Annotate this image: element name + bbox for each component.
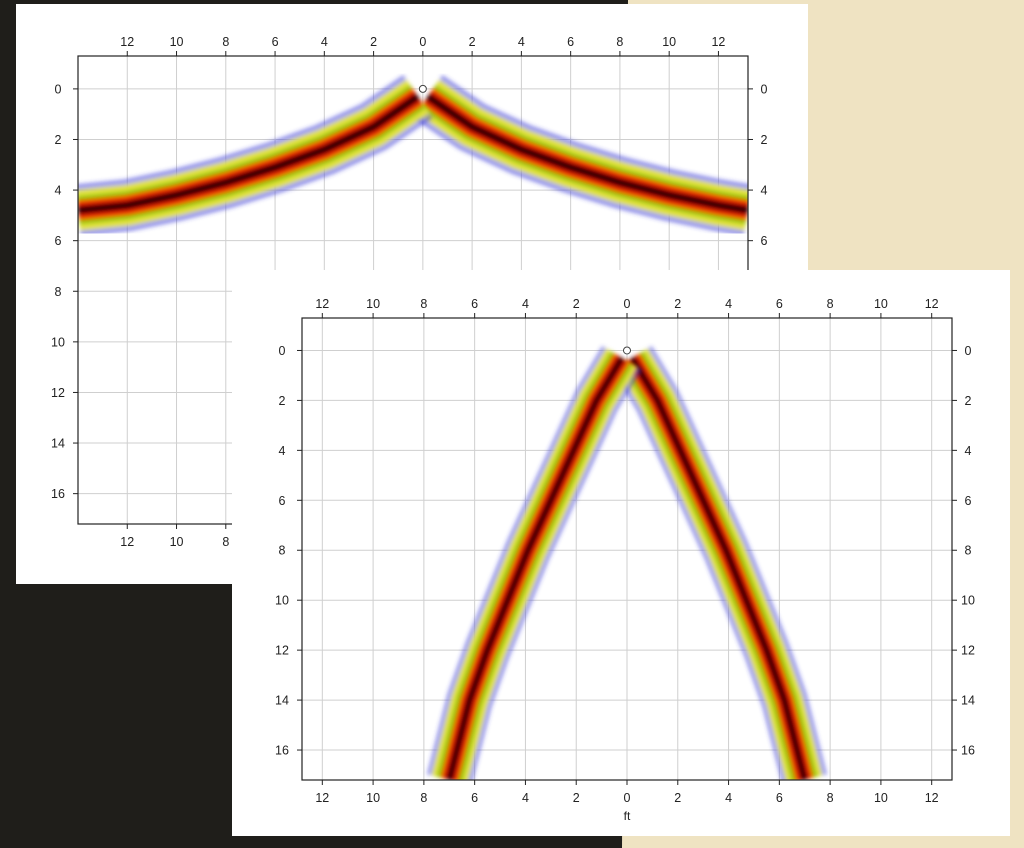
x-tick-label-top: 2 bbox=[674, 297, 681, 311]
y-tick-label-left: 16 bbox=[275, 744, 289, 758]
x-tick-label-top: 4 bbox=[725, 297, 732, 311]
heat-traces bbox=[427, 346, 827, 780]
x-tick-label-top: 6 bbox=[272, 35, 279, 49]
y-tick-label-left: 10 bbox=[51, 335, 65, 349]
x-tick-label-bottom: 12 bbox=[120, 535, 134, 549]
y-tick-label-right: 2 bbox=[761, 133, 768, 147]
y-tick-label-left: 6 bbox=[279, 494, 286, 508]
x-tick-label-top: 8 bbox=[222, 35, 229, 49]
x-tick-label-bottom: 8 bbox=[420, 791, 427, 805]
x-tick-label-top: 6 bbox=[471, 297, 478, 311]
x-tick-label-bottom: 8 bbox=[827, 791, 834, 805]
x-tick-label-top: 4 bbox=[522, 297, 529, 311]
y-tick-label-left: 16 bbox=[51, 487, 65, 501]
y-tick-label-right: 4 bbox=[965, 444, 972, 458]
x-tick-label-bottom: 10 bbox=[170, 535, 184, 549]
y-tick-label-left: 4 bbox=[55, 184, 62, 198]
x-tick-label-top: 12 bbox=[925, 297, 939, 311]
y-tick-label-right: 0 bbox=[761, 82, 768, 96]
heat-trace bbox=[413, 75, 748, 236]
x-tick-label-top: 4 bbox=[321, 35, 328, 49]
y-tick-label-right: 6 bbox=[761, 234, 768, 248]
y-tick-label-right: 16 bbox=[961, 744, 975, 758]
x-tick-label-bottom: 6 bbox=[776, 791, 783, 805]
heat-traces bbox=[78, 75, 748, 268]
heat-trace bbox=[78, 75, 433, 237]
y-tick-label-left: 8 bbox=[55, 285, 62, 299]
x-tick-label-top: 10 bbox=[874, 297, 888, 311]
x-axis: 12 12 10 10 8 8 6 6 4 4 2 2 0 0 2 2 4 4 6 6 8 8 10 10 12 12 bbox=[315, 297, 938, 805]
x-tick-label-bottom: 12 bbox=[925, 791, 939, 805]
y-tick-label-left: 12 bbox=[51, 386, 65, 400]
y-tick-label-right: 10 bbox=[961, 594, 975, 608]
x-tick-label-top: 0 bbox=[624, 297, 631, 311]
x-tick-label-bottom: 2 bbox=[674, 791, 681, 805]
x-tick-label-bottom: 6 bbox=[471, 791, 478, 805]
x-axis: 12 12 10 10 8 8 6 4 2 0 2 4 6 8 10 12 bbox=[120, 35, 725, 549]
heat-band bbox=[629, 356, 808, 780]
source-point bbox=[623, 346, 631, 355]
y-tick-label-left: 0 bbox=[279, 344, 286, 358]
x-tick-label-top: 8 bbox=[827, 297, 834, 311]
y-tick-label-left: 14 bbox=[51, 437, 65, 451]
x-tick-label-bottom: 2 bbox=[573, 791, 580, 805]
x-tick-label-top: 6 bbox=[776, 297, 783, 311]
x-tick-label-top: 10 bbox=[662, 35, 676, 49]
x-tick-label-top: 4 bbox=[518, 35, 525, 49]
y-tick-label-right: 2 bbox=[965, 394, 972, 408]
y-tick-label-left: 4 bbox=[279, 444, 286, 458]
heat-band bbox=[426, 94, 748, 214]
y-tick-label-left: 0 bbox=[55, 82, 62, 96]
x-tick-label-top: 8 bbox=[616, 35, 623, 49]
y-tick-label-left: 2 bbox=[279, 394, 286, 408]
x-tick-label-top: 6 bbox=[567, 35, 574, 49]
y-tick-label-right: 12 bbox=[961, 644, 975, 658]
x-tick-label-bottom: 10 bbox=[874, 791, 888, 805]
x-tick-label-top: 12 bbox=[120, 35, 134, 49]
y-tick-label-left: 14 bbox=[275, 694, 289, 708]
y-tick-label-left: 10 bbox=[275, 594, 289, 608]
x-tick-label-top: 0 bbox=[419, 35, 426, 49]
y-tick-label-left: 2 bbox=[55, 133, 62, 147]
x-tick-label-top: 2 bbox=[370, 35, 377, 49]
x-axis-unit-label: ft bbox=[624, 809, 631, 823]
depth-chart-front: 12 12 10 10 8 8 6 6 4 4 2 2 0 0 2 2 4 4 6 6 8 8 10 10 12 12 0 0 2 2 4 4… bbox=[275, 297, 975, 823]
x-tick-label-top: 10 bbox=[366, 297, 380, 311]
x-tick-label-bottom: 4 bbox=[522, 791, 529, 805]
y-tick-label-left: 8 bbox=[279, 544, 286, 558]
heat-trace bbox=[427, 346, 642, 780]
heat-trace bbox=[612, 346, 827, 780]
chart-panel-front: 12 12 10 10 8 8 6 6 4 4 2 2 0 0 2 2 4 4 6 6 8 8 10 10 12 12 0 0 2 2 4 4… bbox=[232, 270, 1010, 836]
y-tick-label-right: 4 bbox=[761, 184, 768, 198]
heat-band bbox=[78, 94, 420, 214]
y-tick-label-right: 6 bbox=[965, 494, 972, 508]
x-tick-label-top: 2 bbox=[469, 35, 476, 49]
source-point bbox=[418, 84, 427, 93]
x-tick-label-bottom: 10 bbox=[366, 791, 380, 805]
x-tick-label-bottom: 8 bbox=[222, 535, 229, 549]
y-tick-label-right: 14 bbox=[961, 694, 975, 708]
y-tick-label-right: 8 bbox=[965, 544, 972, 558]
y-tick-label-left: 12 bbox=[275, 644, 289, 658]
y-tick-label-right: 0 bbox=[965, 344, 972, 358]
x-tick-label-bottom: 12 bbox=[315, 791, 329, 805]
x-tick-label-bottom: 0 bbox=[624, 791, 631, 805]
x-tick-label-bottom: 4 bbox=[725, 791, 732, 805]
x-tick-label-top: 8 bbox=[420, 297, 427, 311]
y-axis: 0 0 2 2 4 4 6 6 8 10 12 14 16 bbox=[51, 82, 767, 501]
x-tick-label-top: 2 bbox=[573, 297, 580, 311]
y-axis: 0 0 2 2 4 4 6 6 8 8 10 10 12 12 14 14 16 16 bbox=[275, 344, 975, 758]
x-tick-label-top: 10 bbox=[170, 35, 184, 49]
x-tick-label-top: 12 bbox=[711, 35, 725, 49]
y-tick-label-left: 6 bbox=[55, 234, 62, 248]
x-tick-label-top: 12 bbox=[315, 297, 329, 311]
heat-band bbox=[446, 356, 625, 780]
